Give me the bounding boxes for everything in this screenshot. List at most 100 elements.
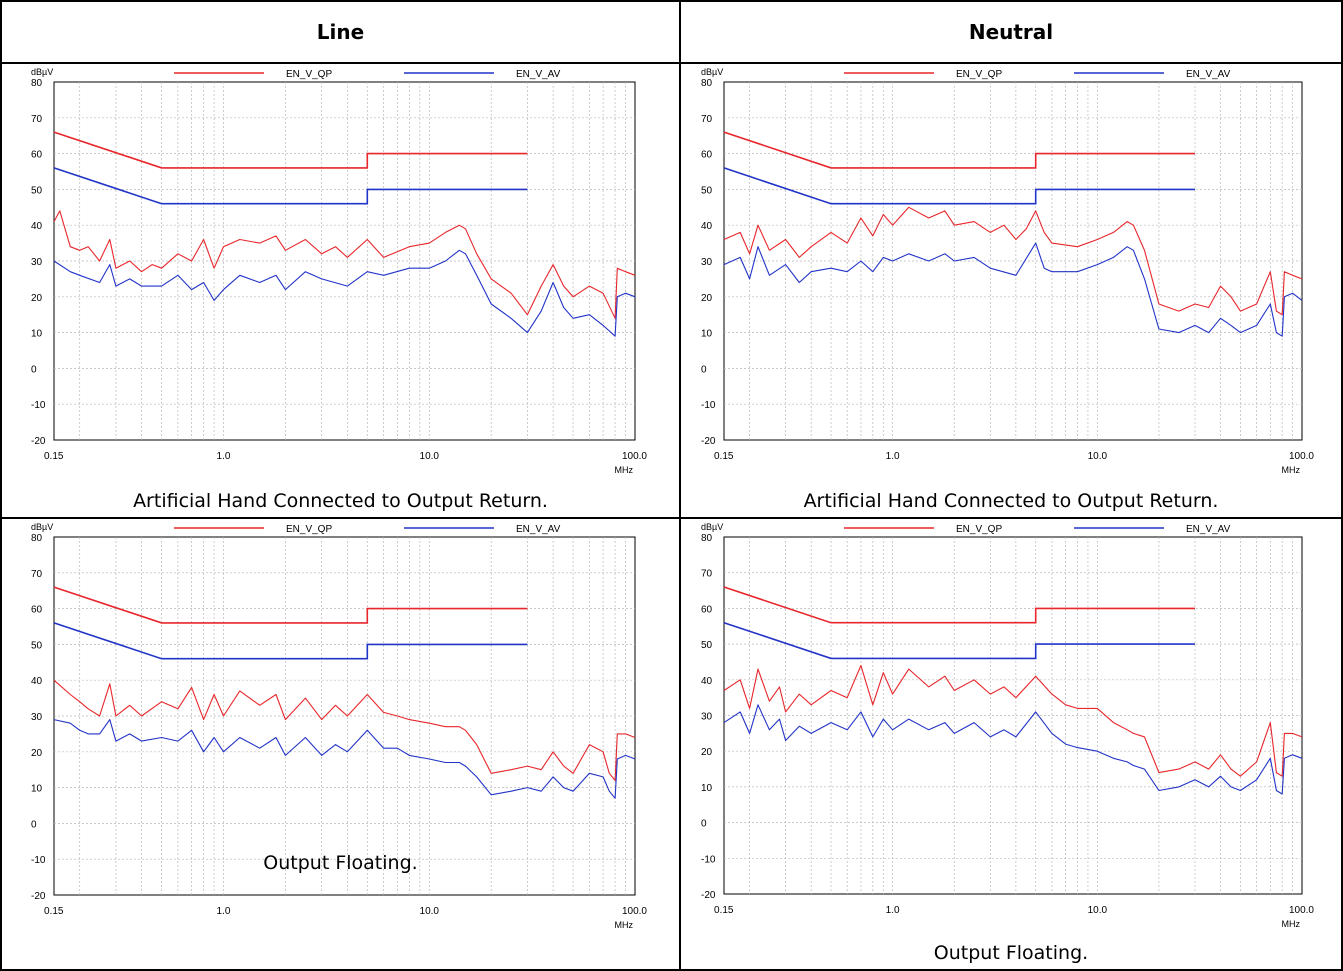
y-axis-unit: dBµV: [701, 67, 723, 77]
y-tick-label: 60: [31, 150, 43, 161]
y-tick-label: 10: [701, 783, 713, 794]
y-tick-label: 20: [701, 293, 713, 304]
y-tick-label: 50: [701, 185, 713, 196]
y-tick-label: -10: [31, 855, 46, 866]
y-tick-label: 50: [31, 640, 43, 651]
x-tick-label: 100.0: [1289, 905, 1314, 916]
caption-neutral-output-return: Artificial Hand Connected to Output Retu…: [803, 490, 1219, 512]
x-axis-unit: MHz: [615, 465, 634, 475]
y-tick-label: -20: [701, 890, 716, 901]
caption-line-output-floating: Output Floating.: [263, 852, 418, 874]
y-tick-label: -20: [31, 436, 46, 447]
y-axis-unit: dBµV: [31, 67, 53, 77]
y-tick-label: 10: [31, 329, 43, 340]
y-tick-label: 0: [31, 364, 37, 375]
series-line-en_v_qp: [53, 679, 636, 781]
chart-line-output-return: 80 70 60 50 40 30 20 10 0 -10 -20 0.15 1.0 10.0 100.0 d…: [31, 67, 647, 475]
y-tick-label: 10: [701, 329, 713, 340]
x-tick-label: 1.0: [217, 906, 231, 917]
legend-label: EN_V_QP: [286, 524, 332, 535]
series-line-en_v_qp: [53, 210, 636, 319]
x-axis-unit: MHz: [615, 920, 634, 930]
y-axis-unit: dBµV: [31, 522, 53, 532]
y-axis-unit: dBµV: [701, 522, 723, 532]
series-line-en_v_av: [723, 242, 1303, 337]
y-tick-label: 50: [701, 640, 713, 651]
legend-label: EN_V_AV: [1186, 524, 1231, 535]
legend-label: EN_V_AV: [1186, 69, 1231, 80]
y-tick-label: 60: [701, 604, 713, 615]
y-tick-label: 70: [31, 569, 43, 580]
series-line-en_v_av: [53, 719, 636, 799]
x-tick-label: 0.15: [44, 906, 64, 917]
header-neutral: Neutral: [968, 20, 1054, 44]
x-tick-label: 10.0: [1088, 451, 1108, 462]
y-tick-label: 80: [31, 533, 43, 544]
caption-line-output-return: Artificial Hand Connected to Output Retu…: [133, 490, 548, 512]
y-tick-label: 40: [701, 221, 713, 232]
y-tick-label: 70: [701, 114, 713, 125]
limit-line-en_v_qp: [53, 586, 528, 624]
y-tick-label: -20: [31, 891, 46, 902]
x-tick-label: 100.0: [622, 906, 647, 917]
y-tick-label: 30: [701, 257, 713, 268]
y-tick-label: -10: [701, 854, 716, 865]
series-line-en_v_av: [53, 249, 636, 337]
y-tick-label: -10: [701, 400, 716, 411]
limit-line-en_v_av: [723, 167, 1195, 205]
x-tick-label: 1.0: [886, 451, 900, 462]
limit-line-en_v_av: [53, 167, 528, 205]
x-tick-label: 100.0: [1289, 451, 1314, 462]
limit-line-en_v_av: [53, 622, 528, 660]
x-tick-label: 0.15: [714, 905, 734, 916]
y-tick-label: 20: [31, 748, 43, 759]
legend-label: EN_V_AV: [516, 69, 561, 80]
x-tick-label: 10.0: [420, 451, 440, 462]
y-tick-label: 50: [31, 185, 43, 196]
x-tick-label: 0.15: [714, 451, 734, 462]
x-axis-unit: MHz: [1282, 465, 1301, 475]
limit-line-en_v_qp: [723, 586, 1195, 624]
legend-label: EN_V_QP: [956, 524, 1002, 535]
y-tick-label: 70: [31, 114, 43, 125]
y-tick-label: 60: [701, 150, 713, 161]
header-line: Line: [316, 20, 365, 44]
legend-label: EN_V_AV: [516, 524, 561, 535]
y-tick-label: 30: [701, 712, 713, 723]
x-tick-label: 0.15: [44, 451, 64, 462]
y-tick-label: -20: [701, 436, 716, 447]
series-line-en_v_qp: [723, 664, 1303, 777]
y-tick-label: 0: [31, 819, 37, 830]
legend-label: EN_V_QP: [286, 69, 332, 80]
chart-line-output-floating: 80 70 60 50 40 30 20 10 0 -10 -20 0.15 1.0 10.0 100.0 d…: [31, 522, 647, 930]
y-tick-label: 0: [701, 819, 707, 830]
x-tick-label: 1.0: [886, 905, 900, 916]
limit-line-en_v_av: [723, 621, 1195, 660]
y-tick-label: 60: [31, 605, 43, 616]
y-tick-label: 80: [31, 78, 43, 89]
x-tick-label: 100.0: [622, 451, 647, 462]
chart-neutral-output-floating: 80 70 60 50 40 30 20 10 0 -10 -20 0.15 1.0 10.0 100.0 d…: [701, 522, 1314, 929]
y-tick-label: 70: [701, 569, 713, 580]
y-tick-label: 30: [31, 712, 43, 723]
legend-label: EN_V_QP: [956, 69, 1002, 80]
y-tick-label: -10: [31, 400, 46, 411]
x-tick-label: 10.0: [420, 906, 440, 917]
limit-line-en_v_qp: [53, 131, 528, 169]
limit-line-en_v_qp: [723, 131, 1195, 169]
y-tick-label: 40: [31, 221, 43, 232]
y-tick-label: 80: [701, 78, 713, 89]
y-tick-label: 40: [701, 676, 713, 687]
y-tick-label: 20: [31, 293, 43, 304]
x-tick-label: 10.0: [1088, 905, 1108, 916]
y-tick-label: 0: [701, 364, 707, 375]
y-tick-label: 40: [31, 676, 43, 687]
y-tick-label: 20: [701, 747, 713, 758]
chart-neutral-output-return: 80 70 60 50 40 30 20 10 0 -10 -20 0.15 1.0 10.0 100.0 d…: [701, 67, 1314, 475]
y-tick-label: 80: [701, 533, 713, 544]
series-line-en_v_qp: [723, 206, 1303, 316]
y-tick-label: 10: [31, 784, 43, 795]
series-line-en_v_av: [723, 704, 1303, 795]
caption-neutral-output-floating: Output Floating.: [933, 942, 1089, 964]
